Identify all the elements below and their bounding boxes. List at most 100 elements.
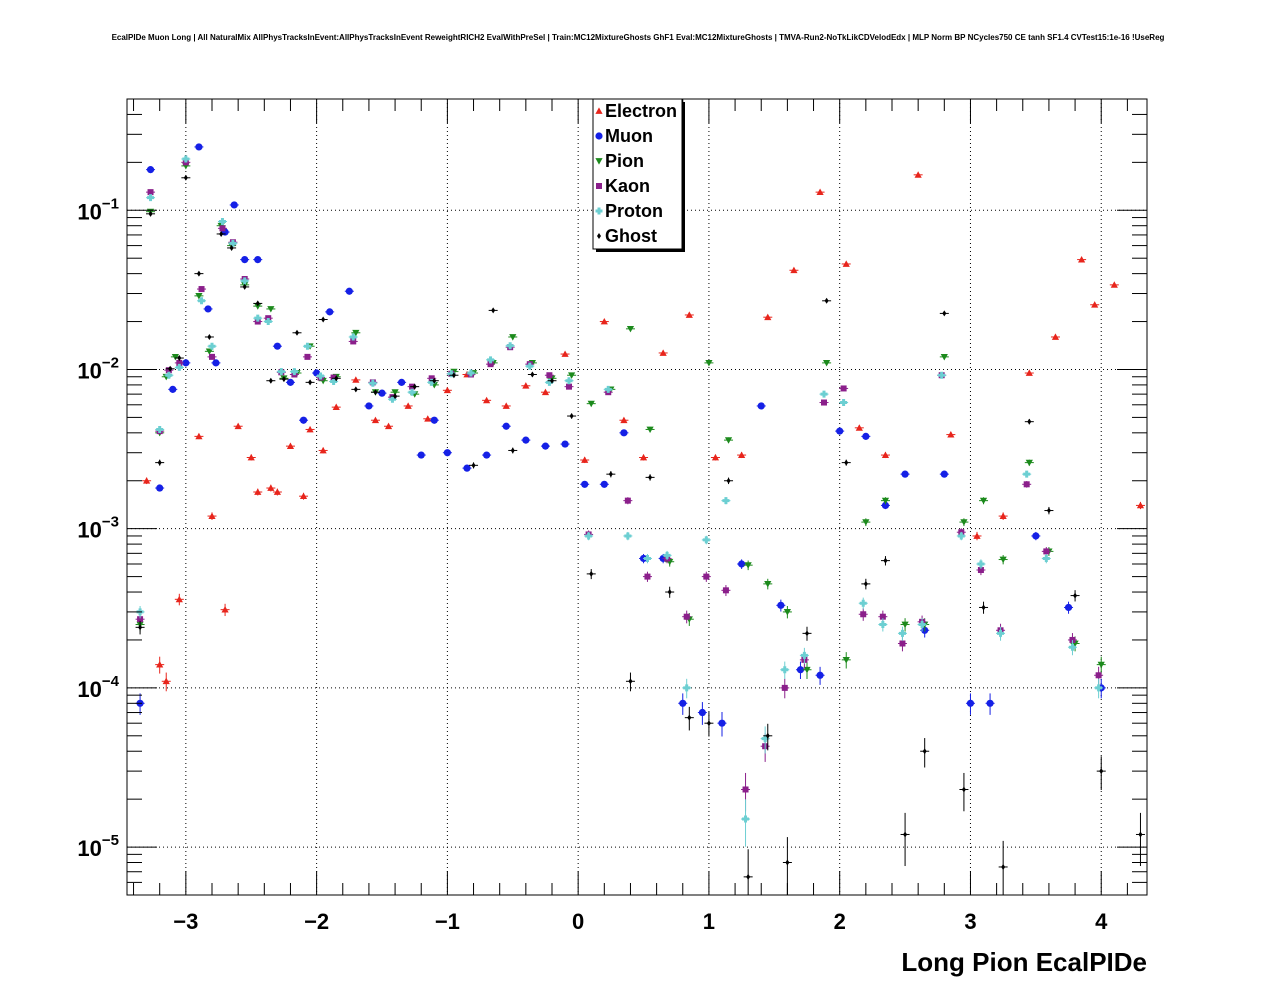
data-point-proton xyxy=(369,379,377,387)
data-point-kaon xyxy=(330,374,337,381)
data-point-ghost xyxy=(608,471,613,478)
data-point-muon xyxy=(146,166,155,174)
data-point-pion xyxy=(823,360,831,367)
data-point-muon xyxy=(273,342,281,350)
x-tick-label: 2 xyxy=(834,909,846,934)
data-point-proton xyxy=(1068,643,1076,651)
data-point-ghost xyxy=(961,786,966,793)
data-point-proton xyxy=(428,378,436,386)
legend-marker-kaon xyxy=(596,183,602,189)
data-point-proton xyxy=(977,560,985,568)
data-point-proton xyxy=(643,554,651,562)
data-point-ghost xyxy=(219,230,224,237)
legend-label-electron: Electron xyxy=(605,101,677,121)
data-point-pion xyxy=(646,426,654,434)
data-point-pion xyxy=(803,666,811,674)
data-point-ghost xyxy=(805,630,809,637)
data-point-muon xyxy=(345,287,353,295)
data-point-kaon xyxy=(781,684,788,691)
data-point-proton xyxy=(840,399,848,407)
data-point-electron xyxy=(443,386,451,394)
data-point-kaon xyxy=(165,367,172,374)
data-point-electron xyxy=(561,350,569,357)
data-point-electron xyxy=(620,416,628,424)
data-point-proton xyxy=(938,371,946,379)
data-point-muon xyxy=(241,255,249,264)
data-point-kaon xyxy=(840,385,847,392)
data-point-kaon xyxy=(644,573,651,580)
data-point-muon xyxy=(502,422,510,430)
data-point-electron xyxy=(319,446,327,454)
data-point-electron xyxy=(711,453,720,461)
data-point-electron xyxy=(1025,369,1033,376)
data-point-muon xyxy=(522,436,530,444)
data-point-kaon xyxy=(428,375,435,382)
data-point-pion xyxy=(999,556,1007,564)
data-point-proton xyxy=(218,218,226,226)
data-point-ghost xyxy=(785,859,790,866)
data-point-electron xyxy=(273,488,281,495)
data-point-kaon xyxy=(624,497,631,504)
data-point-electron xyxy=(254,488,262,495)
data-point-electron xyxy=(1078,255,1086,263)
data-point-pion xyxy=(979,497,988,505)
data-point-electron xyxy=(764,313,772,321)
data-point-ghost xyxy=(530,371,535,378)
data-point-proton xyxy=(1023,470,1031,478)
data-point-proton xyxy=(388,395,396,403)
data-point-muon xyxy=(299,416,308,424)
data-point-muon xyxy=(169,385,177,393)
data-point-ghost xyxy=(207,333,212,340)
data-point-muon xyxy=(398,378,406,386)
data-point-proton xyxy=(182,155,190,163)
data-point-electron xyxy=(502,402,510,409)
grid-layer xyxy=(127,99,1147,895)
data-point-pion xyxy=(862,519,870,526)
data-point-ghost xyxy=(308,379,313,386)
data-point-ghost xyxy=(157,459,162,466)
data-point-kaon xyxy=(703,573,710,580)
data-point-electron xyxy=(816,188,824,196)
data-point-ghost xyxy=(648,474,653,481)
data-point-pion xyxy=(267,306,275,313)
data-point-proton xyxy=(506,342,514,350)
data-point-ghost xyxy=(1073,592,1078,599)
data-point-ghost xyxy=(334,375,339,382)
data-point-ghost xyxy=(168,365,173,372)
data-point-electron xyxy=(973,532,981,539)
data-point-kaon xyxy=(350,338,357,345)
series-ghost xyxy=(135,174,1145,895)
data-point-electron xyxy=(685,311,693,318)
data-point-muon xyxy=(230,201,238,209)
data-point-muon xyxy=(836,427,844,435)
data-point-ghost xyxy=(687,714,692,721)
data-point-proton xyxy=(156,425,164,433)
data-point-pion xyxy=(744,562,752,569)
x-tick-label: −1 xyxy=(435,909,460,934)
data-point-muon xyxy=(1032,532,1040,540)
data-point-kaon xyxy=(899,640,906,647)
data-point-ghost xyxy=(746,873,751,880)
data-point-proton xyxy=(604,385,612,393)
data-point-proton xyxy=(663,551,671,559)
data-point-electron xyxy=(234,422,242,430)
data-point-proton xyxy=(800,651,808,659)
data-point-muon xyxy=(816,671,824,679)
y-tick-label: 10−1 xyxy=(77,195,119,224)
data-point-proton xyxy=(330,378,338,386)
data-point-ghost xyxy=(321,316,326,323)
data-point-electron xyxy=(914,171,922,178)
series-kaon xyxy=(135,159,1104,812)
data-point-ghost xyxy=(183,174,188,181)
legend-label-muon: Muon xyxy=(605,126,653,146)
plot-title: EcalPIDe Muon Long | All NaturalMix AllP… xyxy=(111,33,1165,42)
data-point-muon xyxy=(581,480,589,488)
data-point-pion xyxy=(842,656,850,664)
data-point-proton xyxy=(545,378,553,386)
data-point-electron xyxy=(162,677,170,685)
data-point-muon xyxy=(254,255,262,264)
data-point-pion xyxy=(724,437,733,444)
legend-marker-muon xyxy=(595,132,603,140)
y-tick-label: 10−2 xyxy=(77,354,119,383)
data-point-pion xyxy=(626,325,635,333)
